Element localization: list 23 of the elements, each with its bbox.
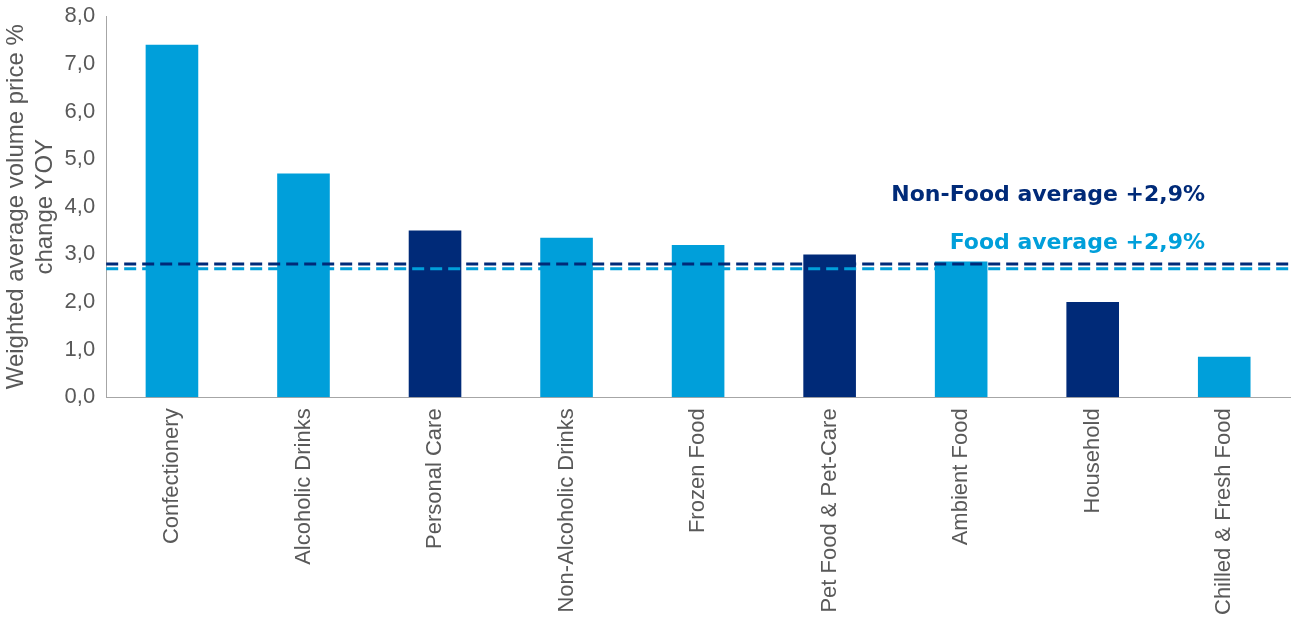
ref-line-label: Food average +2,9% [949, 229, 1205, 255]
x-tick-label: Personal Care [421, 408, 447, 549]
x-tick-label: Frozen Food [684, 408, 710, 534]
x-tick-label: Chilled & Fresh Food [1210, 408, 1236, 616]
x-tick-label: Pet Food & Pet-Care [815, 408, 841, 613]
y-tick-label: 2,0 [64, 288, 96, 314]
y-tick-label: 3,0 [64, 240, 96, 266]
x-tick-label: Confectionery [158, 408, 184, 545]
y-axis-title: Weighted average volume price % change YOY [1, 24, 57, 390]
y-tick-label: 0,0 [64, 383, 96, 409]
x-tick-label: Ambient Food [947, 408, 973, 546]
x-tick-label: Household [1078, 408, 1104, 514]
bar [1197, 356, 1251, 398]
y-tick-label: 1,0 [64, 335, 96, 361]
y-tick-label: 8,0 [64, 2, 96, 28]
y-tick-label: 4,0 [64, 192, 96, 218]
y-tick-label: 7,0 [64, 49, 96, 75]
y-tick-label: 5,0 [64, 145, 96, 171]
ref-line-label: Non-Food average +2,9% [891, 180, 1205, 206]
y-tick-label: 6,0 [64, 97, 96, 123]
x-tick-label: Alcoholic Drinks [289, 408, 315, 565]
bar [1066, 302, 1119, 398]
x-tick-label: Non-Alcoholic Drinks [552, 408, 578, 613]
